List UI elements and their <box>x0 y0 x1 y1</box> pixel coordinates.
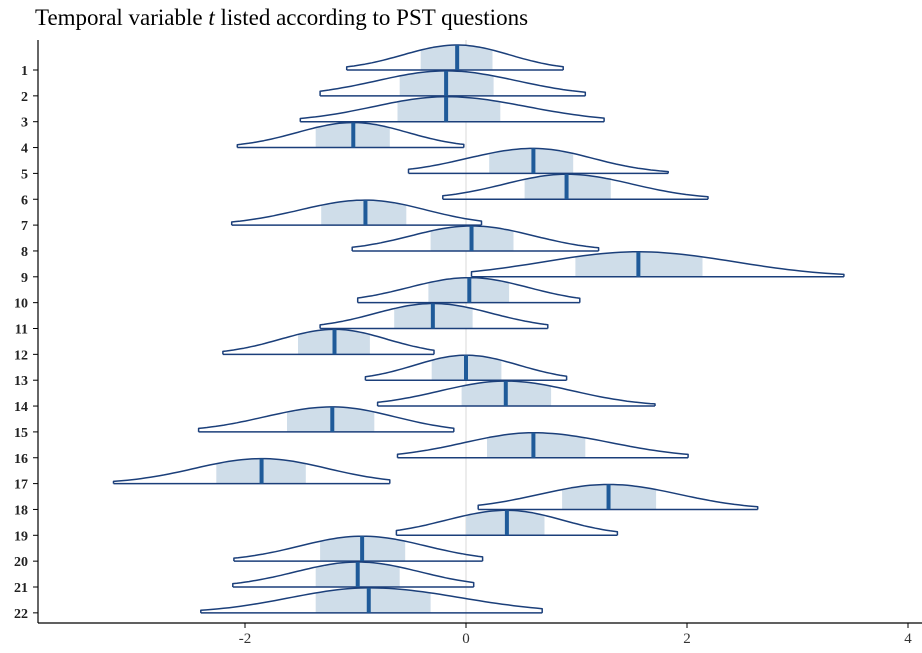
density-outline-q15 <box>197 406 455 432</box>
y-tick-label-q16: 16 <box>14 452 28 467</box>
interval-area-q3 <box>397 96 501 122</box>
y-tick-label-q21: 21 <box>14 581 28 596</box>
x-tick-label-2: 2 <box>683 631 691 647</box>
y-tick-label-q2: 2 <box>21 90 28 105</box>
chart-title-prefix: Temporal variable <box>35 5 209 30</box>
y-tick-label-q14: 14 <box>14 400 28 415</box>
y-tick-label-q4: 4 <box>21 142 28 157</box>
density-outline-q7 <box>230 199 483 226</box>
density-outline-q12 <box>222 328 435 355</box>
y-tick-label-q9: 9 <box>21 271 28 286</box>
y-tick-label-q7: 7 <box>21 219 28 234</box>
density-outline-q6 <box>442 173 709 200</box>
y-tick-label-q10: 10 <box>14 297 28 312</box>
x-tick-label-1: 0 <box>462 631 470 647</box>
y-tick-label-q17: 17 <box>14 478 28 493</box>
density-outline-q1 <box>345 44 564 70</box>
chart-title-suffix: listed according to PST questions <box>214 5 529 30</box>
interval-area-q5 <box>489 148 574 174</box>
density-outline-q20 <box>233 535 484 562</box>
y-tick-label-q20: 20 <box>14 555 28 570</box>
y-tick-label-q13: 13 <box>14 374 28 389</box>
density-outline-q14 <box>376 380 656 407</box>
y-tick-label-q1: 1 <box>21 64 28 79</box>
chart-title: Temporal variable t listed according to … <box>35 5 528 31</box>
interval-area-q16 <box>487 432 586 458</box>
y-tick-label-q12: 12 <box>14 348 28 363</box>
y-tick-label-q15: 15 <box>14 426 28 441</box>
interval-area-q22 <box>315 587 431 613</box>
density-outline-q5 <box>407 147 669 174</box>
density-outline-q4 <box>236 121 465 148</box>
y-tick-label-q3: 3 <box>21 116 28 131</box>
density-outline-q3 <box>299 95 605 122</box>
density-outline-q16 <box>396 432 689 458</box>
density-outline-q22 <box>200 587 543 613</box>
y-tick-label-q11: 11 <box>15 323 28 338</box>
y-tick-label-q19: 19 <box>14 529 28 544</box>
y-tick-label-q8: 8 <box>21 245 28 260</box>
chart-title-variable: t <box>208 5 215 30</box>
y-tick-label-q22: 22 <box>14 607 28 622</box>
density-outline-q9 <box>470 251 845 277</box>
y-tick-label-q6: 6 <box>21 193 28 208</box>
density-outline-q18 <box>477 483 759 510</box>
density-outline-q8 <box>351 225 600 251</box>
x-tick-label-0: -2 <box>239 631 252 647</box>
x-tick-label-3: 4 <box>904 631 912 647</box>
density-outline-q17 <box>112 457 391 484</box>
y-tick-label-q18: 18 <box>14 503 28 518</box>
y-tick-label-q5: 5 <box>21 167 28 182</box>
density-outline-q21 <box>232 561 475 587</box>
density-outline-q2 <box>319 70 587 96</box>
